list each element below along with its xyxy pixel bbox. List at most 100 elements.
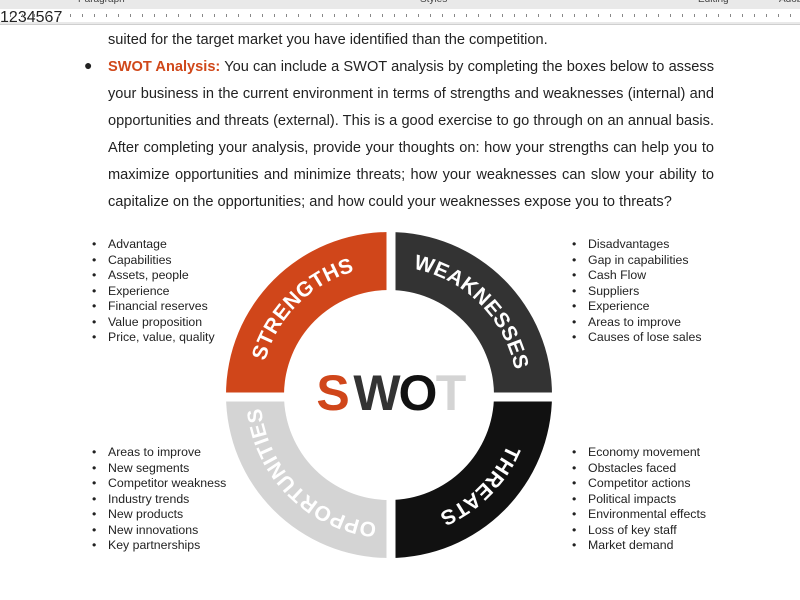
ruler-number: 4 — [26, 9, 36, 25]
ruler-tick — [202, 14, 203, 17]
ruler-tick — [466, 14, 467, 17]
ruler-tick — [358, 14, 359, 17]
ruler-tick — [778, 14, 779, 17]
list-item: Political impacts — [588, 492, 706, 508]
ruler-tick — [706, 14, 707, 17]
item-list: Economy movementObstacles facedCompetito… — [588, 445, 706, 554]
ruler-tick — [610, 14, 611, 17]
ruler-tick — [742, 14, 743, 17]
ruler-tick — [718, 14, 719, 17]
list-item: Causes of lose sales — [588, 330, 701, 346]
ruler-tick — [574, 14, 575, 17]
ruler-tick — [730, 14, 731, 17]
ruler-tick — [334, 14, 335, 17]
ruler-tick — [790, 14, 791, 17]
item-list: DisadvantagesGap in capabilitiesCash Flo… — [588, 237, 701, 346]
ruler-tick — [538, 14, 539, 17]
ruler-tick — [502, 14, 503, 17]
ruler-number: 5 — [35, 9, 45, 25]
ruler-tick — [214, 14, 215, 17]
list-item: New innovations — [108, 523, 226, 539]
ruler: 1234567 — [0, 9, 800, 25]
ruler-tick — [262, 14, 263, 17]
center-letter: T — [436, 365, 467, 421]
list-item: Economy movement — [588, 445, 706, 461]
ruler-tick — [238, 14, 239, 17]
ruler-tick — [694, 14, 695, 17]
list-item: Disadvantages — [588, 237, 701, 253]
ruler-tick — [94, 14, 95, 17]
opportunities-segment — [226, 395, 389, 558]
ruler-tick — [454, 14, 455, 17]
ruler-tick — [274, 14, 275, 17]
ruler-tick — [298, 14, 299, 17]
ruler-tick — [406, 14, 407, 17]
ruler-tick — [322, 14, 323, 17]
ruler-tick — [46, 14, 47, 17]
ruler-tick — [142, 14, 143, 17]
ruler-tick — [754, 14, 755, 17]
list-item: Market demand — [588, 538, 706, 554]
list-item: Key partnerships — [108, 538, 226, 554]
ruler-tick — [658, 14, 659, 17]
ruler-tick — [766, 14, 767, 17]
ruler-tick — [370, 14, 371, 17]
ruler-tick — [394, 14, 395, 17]
list-item: Areas to improve — [588, 315, 701, 331]
bullet-label: SWOT Analysis: — [108, 59, 221, 75]
ruler-tick — [550, 14, 551, 17]
ruler-number: 1 — [0, 9, 9, 25]
bullet: ● — [84, 57, 93, 73]
ruler-tick — [10, 14, 11, 17]
ruler-tick — [670, 14, 671, 17]
list-item: Industry trends — [108, 492, 226, 508]
list-item: Environmental effects — [588, 507, 706, 523]
ruler-tick — [58, 14, 59, 17]
ruler-tick — [598, 14, 599, 17]
ruler-tick — [562, 14, 563, 17]
ruler-tick — [22, 14, 23, 17]
ruler-tick — [634, 14, 635, 17]
ruler-tick — [154, 14, 155, 17]
center-letter: S — [316, 365, 349, 421]
list-item: Financial reserves — [108, 299, 215, 315]
item-list: Areas to improveNew segmentsCompetitor w… — [108, 445, 226, 554]
ruler-tick — [106, 14, 107, 17]
list-item: Suppliers — [588, 284, 701, 300]
ruler-tick — [478, 14, 479, 17]
bullet-text: You can include a SWOT analysis by compl… — [108, 59, 714, 210]
center-letter: O — [399, 365, 438, 421]
document-body: suited for the target market you have id… — [108, 27, 714, 216]
ruler-tick — [490, 14, 491, 17]
toolbar: Paragraph Styles Editing Adobe 1234567 — [0, 0, 800, 25]
ruler-tick — [382, 14, 383, 17]
ruler-number: 2 — [8, 9, 18, 25]
list-item: New products — [108, 507, 226, 523]
group-label[interactable]: Styles — [420, 0, 447, 5]
ruler-tick — [190, 14, 191, 17]
ruler-tick — [286, 14, 287, 17]
ruler-tick — [118, 14, 119, 17]
ruler-tick — [646, 14, 647, 17]
ruler-tick — [34, 14, 35, 17]
list-item: Loss of key staff — [588, 523, 706, 539]
list-item: Value proposition — [108, 315, 215, 331]
list-item: Competitor weakness — [108, 476, 226, 492]
list-item: Competitor actions — [588, 476, 706, 492]
ruler-tick — [310, 14, 311, 17]
ruler-tick — [586, 14, 587, 17]
list-item: Capabilities — [108, 253, 215, 269]
ruler-tick — [166, 14, 167, 17]
ruler-tick — [70, 14, 71, 17]
list-item: Assets, people — [108, 268, 215, 284]
group-label[interactable]: Adobe — [779, 0, 800, 5]
ruler-tick — [526, 14, 527, 17]
list-item: Areas to improve — [108, 445, 226, 461]
list-item: Obstacles faced — [588, 461, 706, 477]
ruler-tick — [622, 14, 623, 17]
list-item: Cash Flow — [588, 268, 701, 284]
group-label[interactable]: Paragraph — [78, 0, 125, 5]
ruler-tick — [442, 14, 443, 17]
list-item: Experience — [108, 284, 215, 300]
group-label[interactable]: Editing — [698, 0, 729, 5]
